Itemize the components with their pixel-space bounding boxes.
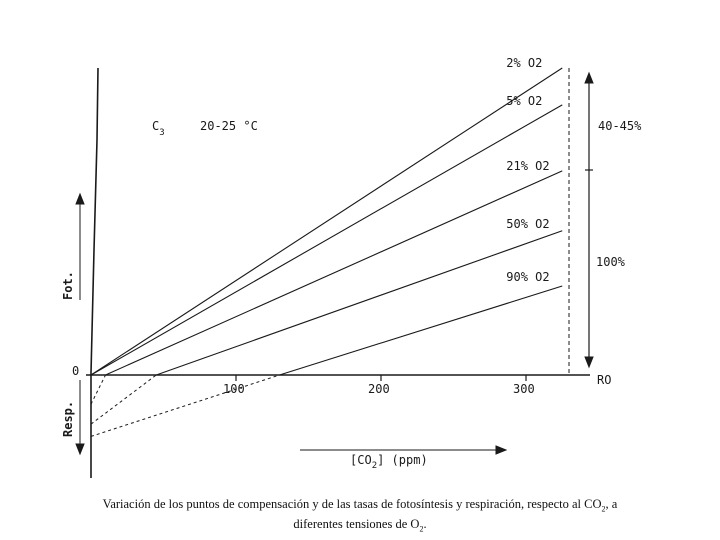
zero-label: 0 [72,364,79,378]
figure-caption: Variación de los puntos de compensación … [40,497,680,536]
series-line-0 [90,67,563,376]
resp-arrow-head [75,443,85,456]
series-dash-4 [90,374,280,437]
ro-label: RO [597,373,611,387]
series-dash-2 [90,374,106,405]
bracket-top-arrow [584,71,594,84]
series-line-1 [90,104,563,376]
axes [75,67,594,478]
temperature-label: 20-25 °C [200,119,258,133]
y-axis-line [90,67,99,478]
c3-label: C3 [152,119,165,138]
series-line-2 [105,170,563,376]
x-tick-label-100: 100 [223,382,245,396]
range-bottom-label: 100% [596,255,626,269]
x-tick-label-300: 300 [513,382,535,396]
series-line-4 [279,285,563,376]
xlabel-arrow-head [495,445,508,455]
series-lines [90,67,563,437]
x-tick-label-200: 200 [368,382,390,396]
series-dash-3 [90,374,157,425]
fot-arrow-head [75,192,85,205]
series-label-4: 90% O2 [506,270,549,284]
series-label-0: 2% O2 [506,56,542,70]
series-label-3: 50% O2 [506,217,549,231]
series-label-2: 21% O2 [506,159,549,173]
y-label-resp: Resp. [61,401,75,437]
range-top-label: 40-45% [598,119,642,133]
x-ticks: 100 200 300 [223,375,535,396]
series-label-1: 5% O2 [506,94,542,108]
y-label-fot: Fot. [61,271,75,300]
series-line-3 [156,230,563,376]
x-axis-label: [CO2] (ppm) [350,453,428,471]
caption-line-2: diferentes tensiones de O2. [293,516,427,534]
bracket-bottom-arrow [584,356,594,369]
series-labels: 2% O2 5% O2 21% O2 50% O2 90% O2 [506,56,549,284]
caption-line-1: Variación de los puntos de compensación … [102,497,618,514]
